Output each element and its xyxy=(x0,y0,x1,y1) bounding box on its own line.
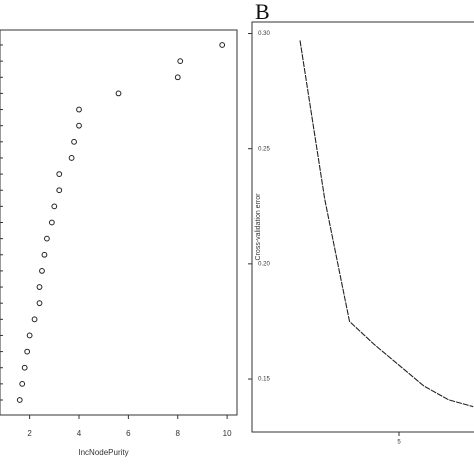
dot xyxy=(76,106,82,113)
dot xyxy=(19,380,26,387)
x-tick-label: 2 xyxy=(27,429,32,438)
dot xyxy=(115,90,122,97)
dot xyxy=(219,42,226,48)
dot xyxy=(16,397,23,403)
dot xyxy=(56,187,63,194)
dot xyxy=(31,316,38,323)
y-tick-label: 0.20 xyxy=(258,261,270,267)
dot xyxy=(76,122,82,129)
x-axis-label: IncNodePurity xyxy=(78,448,128,457)
x-tick-label: 10 xyxy=(223,429,232,438)
dot xyxy=(26,332,33,339)
dot xyxy=(68,155,75,161)
x-tick-label: 6 xyxy=(126,429,131,438)
dot xyxy=(39,268,45,274)
panel-label: B xyxy=(255,0,270,24)
x-tick-label: 4 xyxy=(77,429,82,438)
dot xyxy=(48,219,55,226)
dot xyxy=(44,235,50,242)
plot-frame xyxy=(0,29,238,416)
dot xyxy=(36,284,43,290)
dot xyxy=(36,300,43,307)
dot xyxy=(71,138,77,145)
x-tick-label: 5 xyxy=(397,440,401,446)
dot xyxy=(24,348,31,355)
y-tick-label: 0.30 xyxy=(258,31,270,37)
y-tick-label: 0.15 xyxy=(258,377,270,383)
dot xyxy=(56,171,63,177)
x-tick-label: 8 xyxy=(176,429,181,438)
y-tick-label: 0.25 xyxy=(258,146,270,152)
dot xyxy=(177,58,184,65)
dot xyxy=(41,251,48,258)
y-axis-label: Cross-validation error xyxy=(255,193,262,261)
plot-frame xyxy=(251,21,474,433)
dot xyxy=(174,74,181,81)
cv-line xyxy=(299,40,474,408)
dot xyxy=(51,203,58,210)
dot xyxy=(21,364,28,371)
